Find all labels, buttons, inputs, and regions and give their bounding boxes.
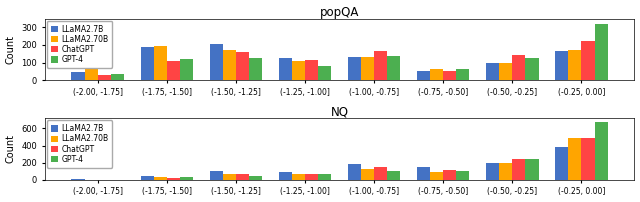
- Bar: [305, 60, 318, 80]
- Bar: [486, 63, 499, 80]
- Y-axis label: Count: Count: [6, 135, 15, 163]
- Bar: [180, 177, 193, 180]
- Bar: [486, 163, 499, 180]
- Title: NQ: NQ: [330, 105, 349, 118]
- Bar: [430, 172, 443, 180]
- Y-axis label: Count: Count: [6, 35, 15, 64]
- Bar: [430, 69, 443, 80]
- Bar: [98, 75, 111, 80]
- Bar: [417, 167, 430, 180]
- Bar: [374, 51, 387, 80]
- Bar: [525, 58, 538, 80]
- Bar: [318, 66, 332, 80]
- Bar: [374, 166, 387, 180]
- Bar: [84, 68, 98, 80]
- Bar: [456, 171, 469, 180]
- Bar: [72, 179, 84, 180]
- Bar: [417, 71, 430, 80]
- Bar: [443, 170, 456, 180]
- Legend: LLaMA2.7B, LLaMA2.70B, ChatGPT, GPT-4: LLaMA2.7B, LLaMA2.70B, ChatGPT, GPT-4: [47, 21, 113, 68]
- Bar: [499, 63, 512, 80]
- Bar: [223, 50, 236, 80]
- Bar: [141, 176, 154, 180]
- Bar: [292, 61, 305, 80]
- Bar: [279, 172, 292, 180]
- Bar: [292, 174, 305, 180]
- Bar: [499, 163, 512, 180]
- Bar: [279, 58, 292, 80]
- Title: popQA: popQA: [320, 6, 359, 19]
- Bar: [154, 177, 167, 180]
- Bar: [568, 138, 581, 180]
- Bar: [525, 159, 538, 180]
- Bar: [249, 176, 262, 180]
- Bar: [167, 61, 180, 80]
- Bar: [581, 138, 595, 180]
- Bar: [167, 178, 180, 180]
- Bar: [223, 175, 236, 180]
- Bar: [512, 159, 525, 180]
- Bar: [348, 57, 361, 80]
- Bar: [318, 175, 332, 180]
- Bar: [595, 122, 607, 180]
- Bar: [512, 55, 525, 80]
- Bar: [141, 47, 154, 80]
- Bar: [154, 46, 167, 80]
- Bar: [236, 174, 249, 180]
- Bar: [72, 72, 84, 80]
- Bar: [111, 74, 124, 80]
- Bar: [387, 56, 401, 80]
- Bar: [305, 174, 318, 180]
- Bar: [348, 164, 361, 180]
- Bar: [456, 69, 469, 80]
- Bar: [555, 147, 568, 180]
- Bar: [443, 70, 456, 80]
- Bar: [568, 50, 581, 80]
- Bar: [249, 58, 262, 80]
- Bar: [555, 51, 568, 80]
- Bar: [236, 52, 249, 80]
- Legend: LLaMA2.7B, LLaMA2.70B, ChatGPT, GPT-4: LLaMA2.7B, LLaMA2.70B, ChatGPT, GPT-4: [47, 120, 113, 167]
- Bar: [581, 41, 595, 80]
- Bar: [387, 171, 401, 180]
- Bar: [361, 57, 374, 80]
- Bar: [595, 24, 607, 80]
- Bar: [361, 168, 374, 180]
- Bar: [180, 59, 193, 80]
- Bar: [210, 44, 223, 80]
- Bar: [210, 171, 223, 180]
